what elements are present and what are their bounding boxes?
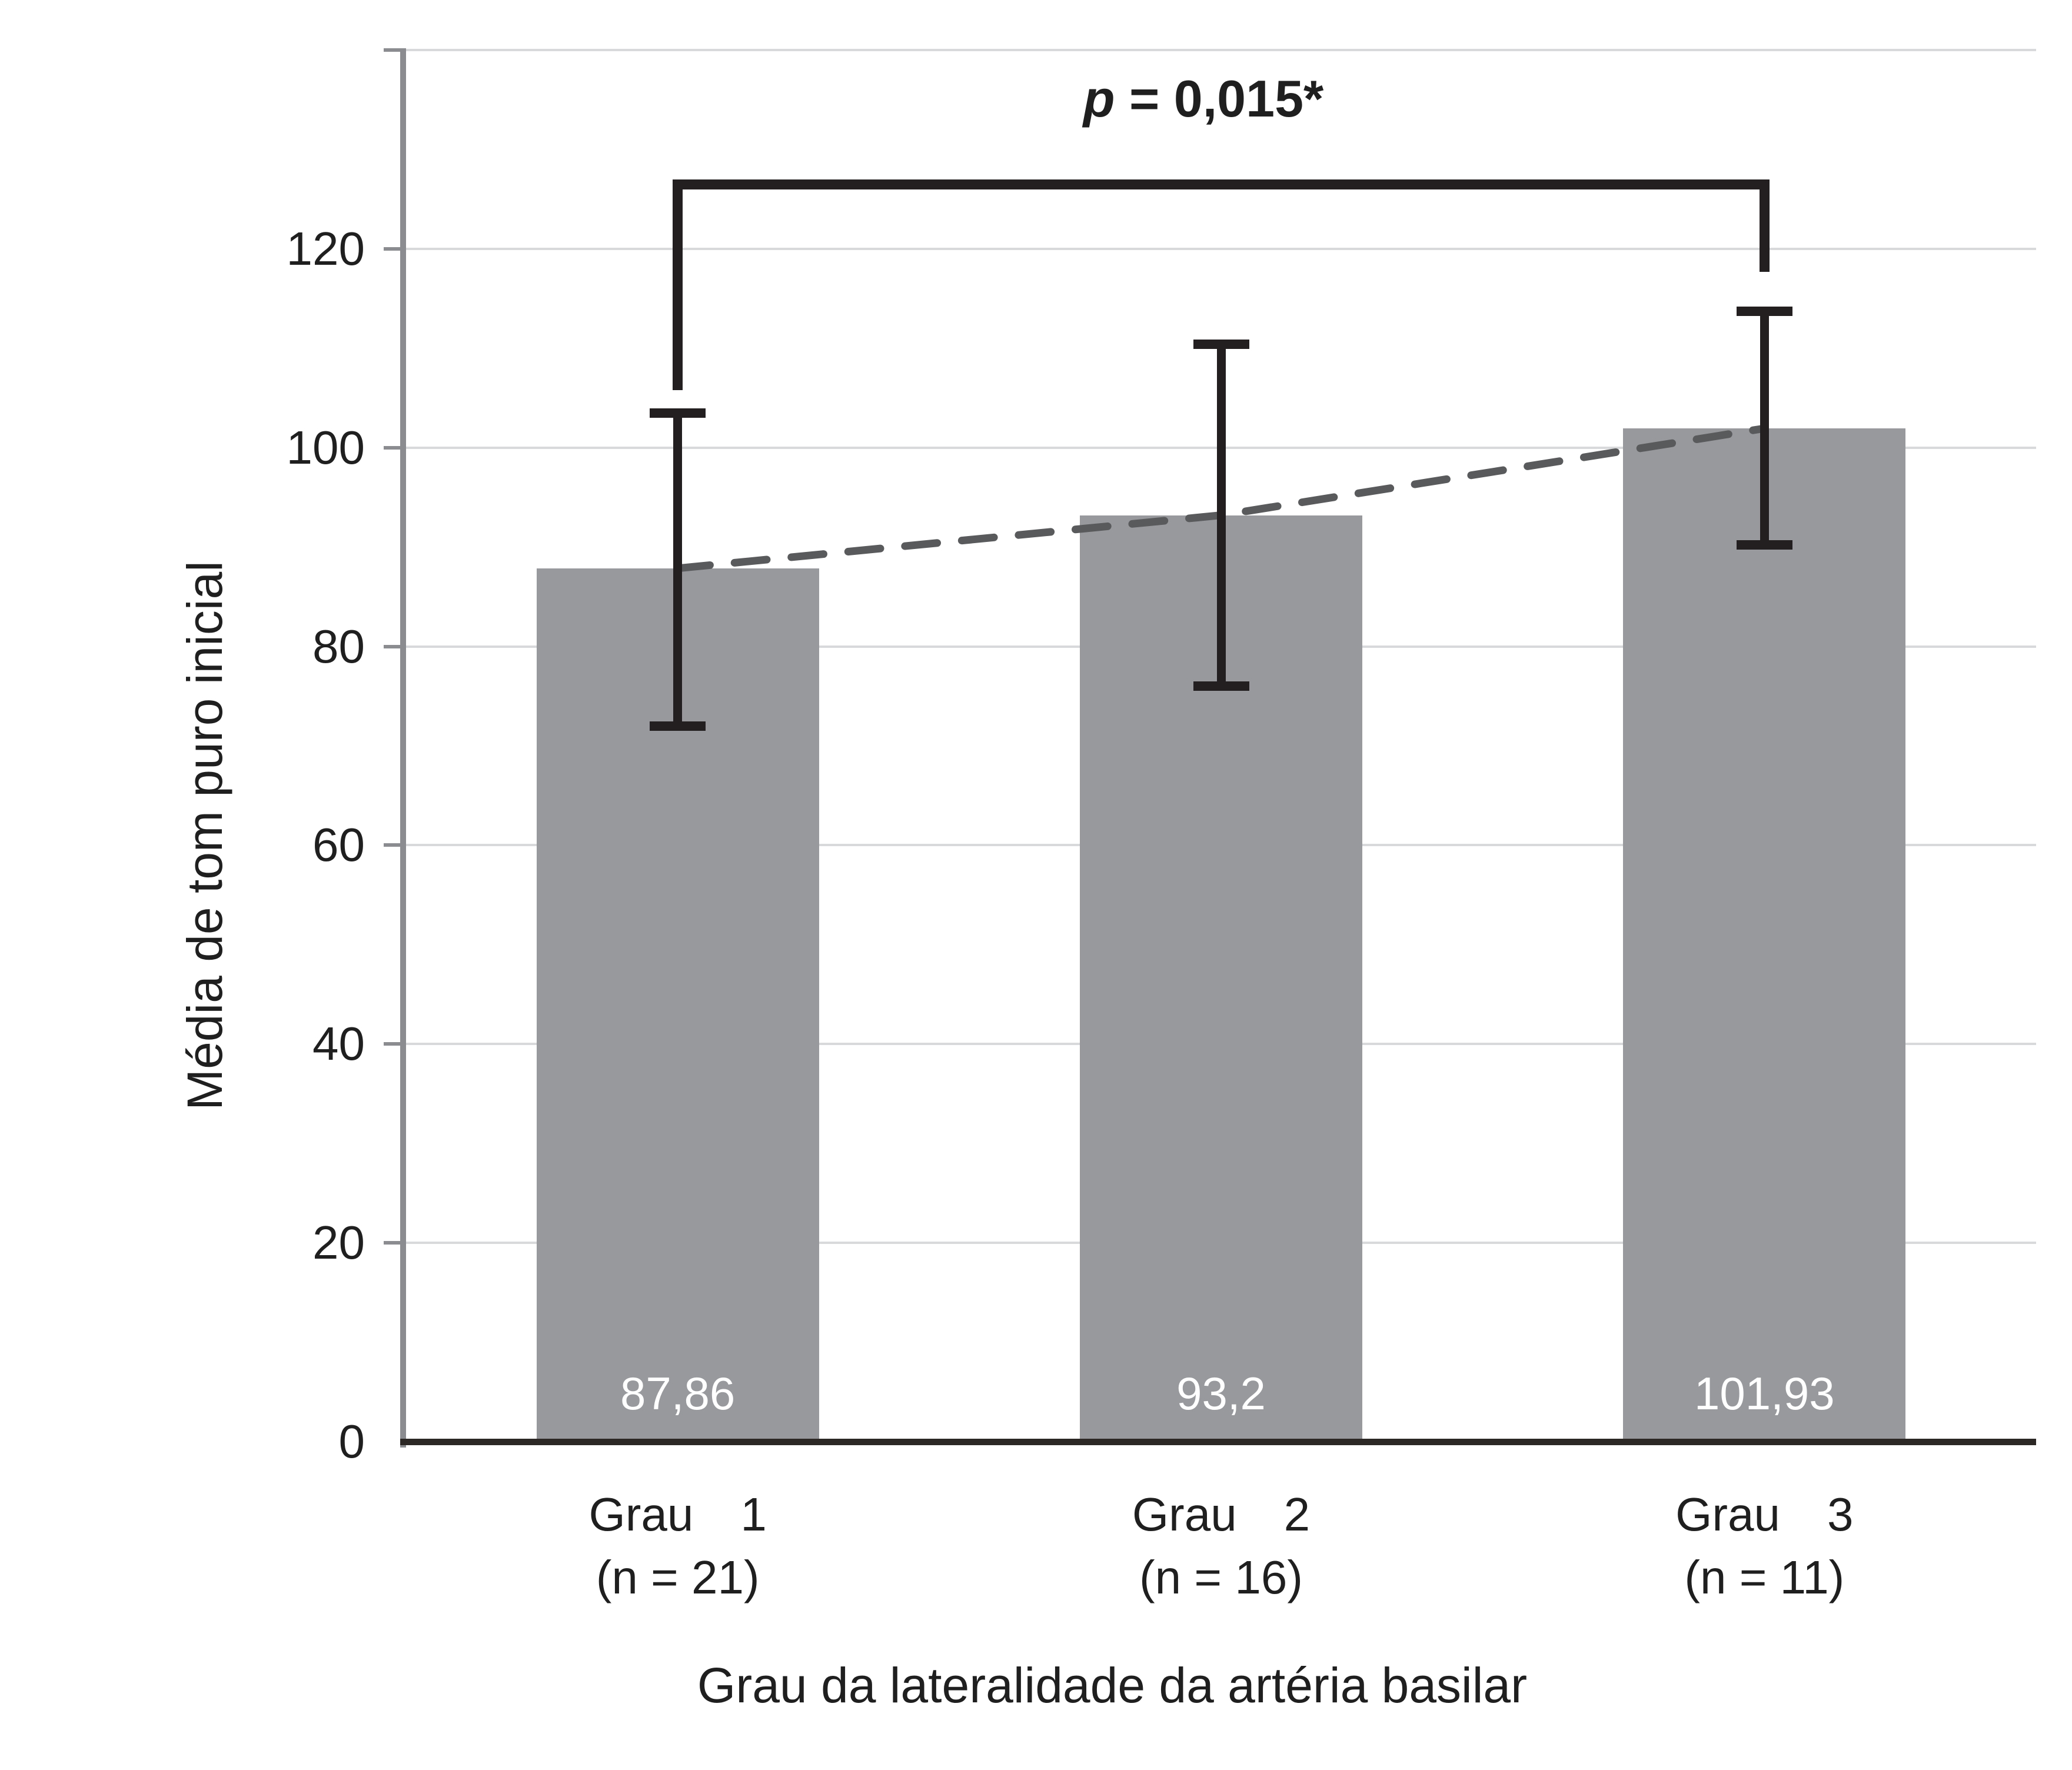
y-tick-label-0: 0 xyxy=(338,1415,365,1468)
y-tick-120 xyxy=(384,247,406,251)
error-bar-cap-top xyxy=(1193,340,1249,350)
x-axis-line xyxy=(400,1439,2036,1445)
bar-value-label: 87,86 xyxy=(620,1368,736,1419)
x-category-label-1: Grau 1 (n = 21) xyxy=(472,1483,884,1609)
error-bar-stem xyxy=(1760,311,1769,545)
error-bar-cap-bottom xyxy=(1736,540,1792,550)
category-name: Grau 2 xyxy=(1132,1488,1311,1541)
y-tick-label-40: 40 xyxy=(312,1017,365,1070)
bar-grau-3 xyxy=(1623,428,1906,1442)
gridline-140 xyxy=(406,49,2036,51)
significance-bracket-right-leg xyxy=(1759,184,1770,272)
error-bar-stem xyxy=(1216,344,1226,687)
y-tick-label-80: 80 xyxy=(312,620,365,673)
x-category-label-3: Grau 3 (n = 11) xyxy=(1558,1483,1970,1609)
p-value-label: p = 0,015* xyxy=(939,69,1468,128)
y-tick-40 xyxy=(384,1042,406,1046)
category-name: Grau 1 xyxy=(588,1488,767,1541)
y-tick-80 xyxy=(384,644,406,648)
p-value-text: = 0,015* xyxy=(1115,69,1324,128)
category-sample-size: (n = 16) xyxy=(1139,1551,1303,1603)
y-tick-20 xyxy=(384,1241,406,1245)
gridline-120 xyxy=(406,247,2036,250)
bar-value-label: 101,93 xyxy=(1694,1368,1835,1419)
y-tick-label-20: 20 xyxy=(312,1216,365,1269)
y-tick-label-120: 120 xyxy=(286,222,365,275)
error-bar-cap-top xyxy=(1736,307,1792,317)
error-bar-cap-top xyxy=(650,408,706,418)
category-sample-size: (n = 21) xyxy=(596,1551,760,1603)
error-bar-cap-bottom xyxy=(650,721,706,731)
category-sample-size: (n = 11) xyxy=(1684,1551,1845,1603)
x-category-label-2: Grau 2 (n = 16) xyxy=(1015,1483,1427,1609)
significance-bracket-left-leg xyxy=(673,184,683,390)
y-axis-line xyxy=(400,50,406,1448)
y-tick-label-60: 60 xyxy=(312,819,365,871)
p-value-symbol: p xyxy=(1083,69,1115,128)
y-tick-60 xyxy=(384,843,406,847)
bar-value-label: 93,2 xyxy=(1176,1368,1266,1419)
error-bar-cap-bottom xyxy=(1193,681,1249,691)
y-tick-100 xyxy=(384,445,406,450)
y-tick-140 xyxy=(384,48,406,52)
category-name: Grau 3 xyxy=(1675,1488,1854,1541)
y-tick-label-100: 100 xyxy=(286,421,365,474)
x-axis-title: Grau da lateralidade da artéria basilar xyxy=(697,1658,1528,1713)
error-bar-stem xyxy=(673,412,683,726)
significance-bracket-bar xyxy=(673,179,1770,189)
